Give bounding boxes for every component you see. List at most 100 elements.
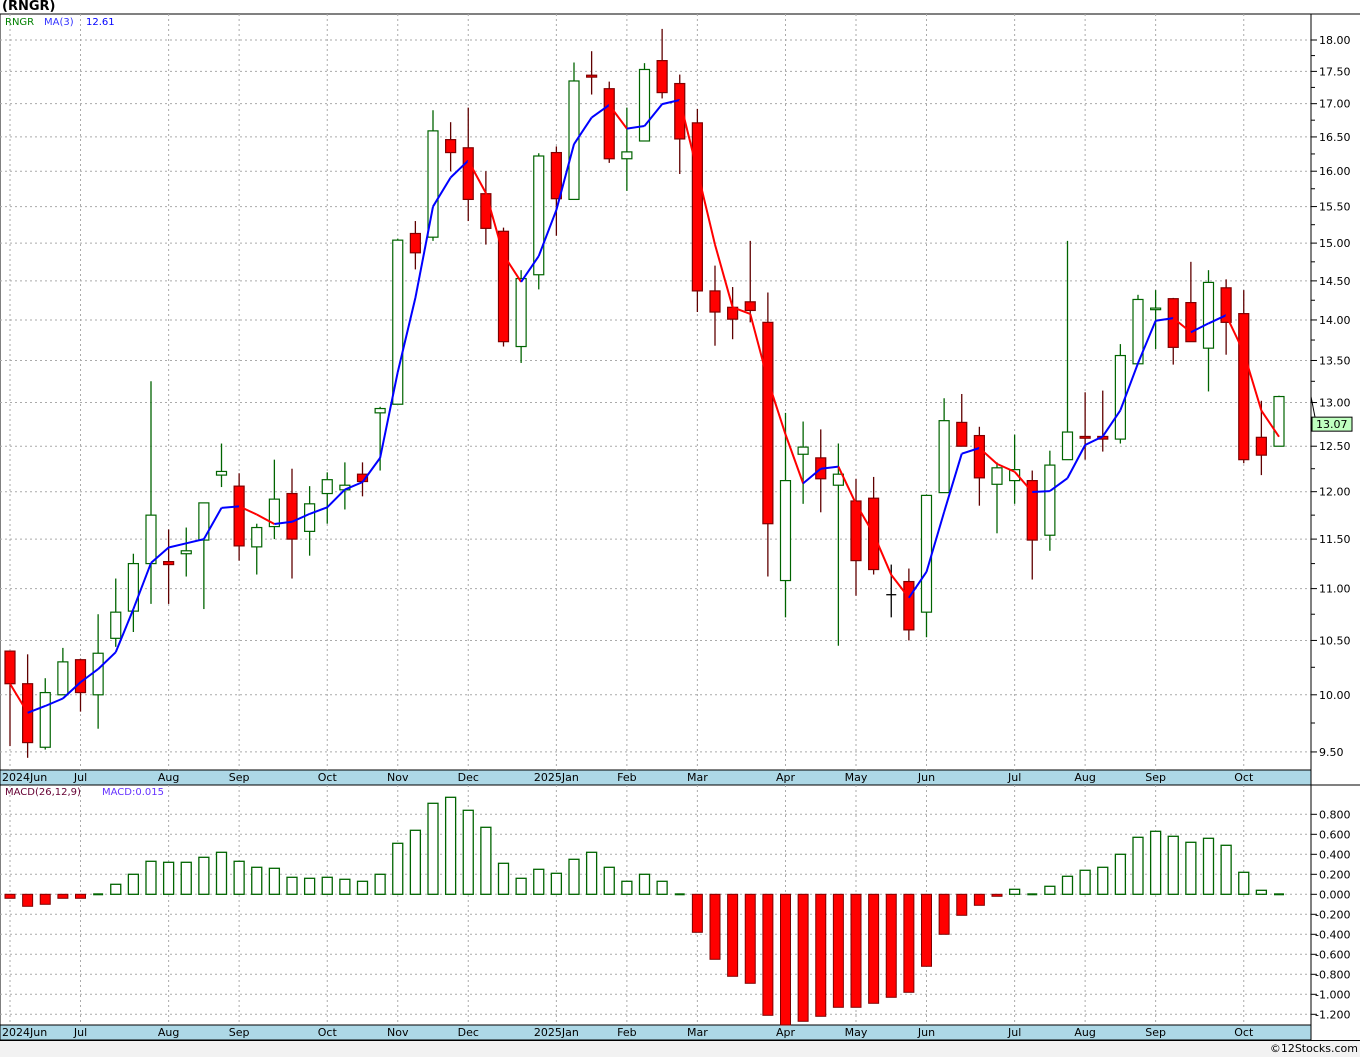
macd-bar <box>356 880 369 895</box>
x-tick-label: Aug <box>1074 771 1095 784</box>
candle <box>832 443 844 646</box>
ma-line-segment <box>326 488 346 508</box>
candle-body <box>22 683 34 744</box>
ma-line-segment <box>802 467 822 485</box>
ma-line-segment <box>1137 320 1157 364</box>
price-tick-label: 18.00 <box>1319 34 1351 47</box>
x-tick-label: 2025Jan <box>534 771 579 784</box>
candle-body <box>304 503 316 532</box>
macd-legend: MACD(26,12,9) <box>5 787 81 798</box>
candle <box>586 51 598 95</box>
candle-body <box>832 473 844 486</box>
candle <box>1255 400 1267 476</box>
ma-line-segment <box>714 244 734 308</box>
macd-bar <box>39 893 51 905</box>
macd-tick-label: 0.800 <box>1319 808 1351 821</box>
macd-bar <box>709 893 721 960</box>
price-panel <box>0 13 1312 771</box>
candle <box>1114 344 1126 444</box>
ma-line-segment <box>608 104 628 130</box>
x-tick-label-macd: Oct <box>318 1026 338 1039</box>
macd-bar <box>1008 888 1021 895</box>
ma-line-segment <box>114 608 135 653</box>
ma-line-segment <box>150 546 170 564</box>
candle-body <box>638 68 651 142</box>
ma-line-segment <box>1084 435 1104 446</box>
x-tick-label: Apr <box>776 771 796 784</box>
price-tick-label: 14.50 <box>1319 275 1351 288</box>
x-tick-label: Oct <box>1234 771 1254 784</box>
price-tick-label: 11.50 <box>1319 533 1351 546</box>
ma-line-segment <box>414 206 434 299</box>
macd-tick-label: 0.000 <box>1319 888 1351 901</box>
candle-body <box>550 151 562 200</box>
macd-bar <box>444 796 457 895</box>
ma-value: 12.61 <box>86 17 115 28</box>
macd-tick-label: 0.600 <box>1319 828 1351 841</box>
macd-bar <box>938 893 950 935</box>
candle-body <box>797 446 809 455</box>
candle <box>515 270 527 363</box>
ma-line-segment <box>820 465 839 470</box>
candle-body <box>1150 307 1162 311</box>
macd-bar <box>286 876 298 895</box>
candle <box>674 74 686 174</box>
macd-bar <box>180 861 192 895</box>
price-tick-label: 14.00 <box>1319 314 1351 327</box>
macd-bar <box>392 842 404 895</box>
candle-body <box>392 239 404 405</box>
ma-line-segment <box>396 297 417 373</box>
candle <box>39 678 51 750</box>
candle-body <box>568 80 580 201</box>
candle <box>638 63 651 142</box>
candle <box>621 107 633 191</box>
macd-bar <box>409 829 422 895</box>
x-tick-label: Sep <box>229 771 250 784</box>
macd-bar <box>1185 841 1197 895</box>
candle-body <box>991 467 1003 485</box>
macd-bar <box>780 893 791 1026</box>
candle <box>691 108 703 313</box>
candle <box>462 107 474 222</box>
candle-body <box>603 88 615 160</box>
macd-bar <box>374 873 386 895</box>
candle-body <box>1009 469 1021 482</box>
macd-bar <box>533 868 545 895</box>
macd-bar <box>127 873 140 895</box>
candle-body <box>462 147 474 201</box>
price-tick-label: 15.00 <box>1319 237 1351 250</box>
candle <box>956 393 968 447</box>
macd-bar <box>1149 830 1162 895</box>
ma-line-segment <box>1066 444 1087 479</box>
ma-legend: MA(3) <box>44 17 74 28</box>
candle <box>392 238 404 405</box>
ma-line-segment <box>872 533 893 576</box>
candle <box>74 658 87 712</box>
macd-bar <box>110 883 122 895</box>
candle-body <box>533 155 545 276</box>
candle <box>286 468 298 579</box>
macd-bar <box>339 878 351 895</box>
candle-body <box>586 74 598 78</box>
candle-body <box>215 470 228 476</box>
ma-line-segment <box>626 124 645 130</box>
candle-body <box>1273 395 1285 447</box>
candle <box>268 459 280 540</box>
ma-line-segment <box>1119 362 1139 411</box>
x-tick-label-macd: Sep <box>1145 1026 1166 1039</box>
candle <box>409 221 421 270</box>
candle <box>903 568 915 641</box>
ma-line-segment <box>168 542 187 549</box>
macd-panel <box>0 784 1312 1026</box>
candle <box>1150 290 1162 349</box>
candle-body <box>973 434 985 479</box>
macd-tick-label: -0.200 <box>1315 908 1350 921</box>
macd-bar <box>1238 871 1250 895</box>
macd-bar <box>1132 836 1144 895</box>
price-tick-label: 16.50 <box>1319 131 1351 144</box>
macd-bar <box>797 893 809 1022</box>
candle-body <box>127 562 139 612</box>
macd-bar <box>762 893 774 1016</box>
ma-line-segment <box>908 571 928 599</box>
